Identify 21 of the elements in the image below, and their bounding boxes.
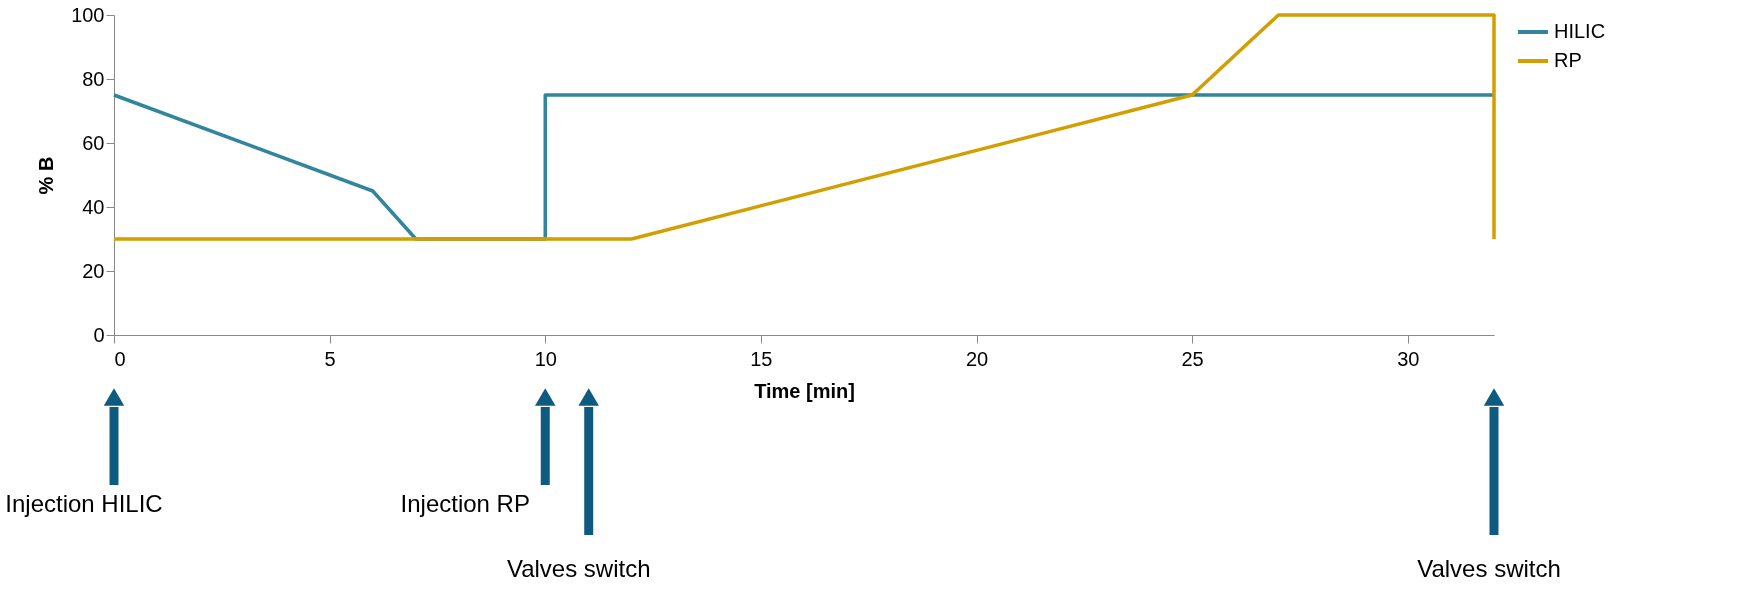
- y-tick-label: 0: [93, 323, 105, 346]
- text: Injection HILIC: [5, 490, 163, 517]
- text: Valves switch: [506, 555, 651, 582]
- y-tick-label: 60: [82, 131, 105, 154]
- y-tick-label: 40: [82, 195, 105, 218]
- x-tick-label: 10: [534, 347, 557, 370]
- y-tick-label: 20: [82, 259, 105, 282]
- legend-label: HILIC: [1554, 20, 1606, 42]
- x-tick-label: 25: [1181, 347, 1204, 370]
- y-tick-label: 100: [71, 3, 105, 26]
- text: Valves switch: [1417, 555, 1561, 582]
- x-tick-label: 20: [965, 347, 989, 370]
- legend-label: RP: [1554, 49, 1582, 71]
- x-axis-title: Time [min]: [754, 379, 855, 402]
- x-tick-label: 0: [114, 347, 126, 370]
- y-tick-label: 80: [82, 67, 105, 90]
- y-axis-title: % B: [35, 156, 58, 195]
- text: Injection RP: [400, 490, 530, 517]
- x-tick-label: 15: [750, 347, 773, 370]
- x-tick-label: 30: [1397, 347, 1420, 370]
- x-tick-label: 5: [324, 347, 336, 370]
